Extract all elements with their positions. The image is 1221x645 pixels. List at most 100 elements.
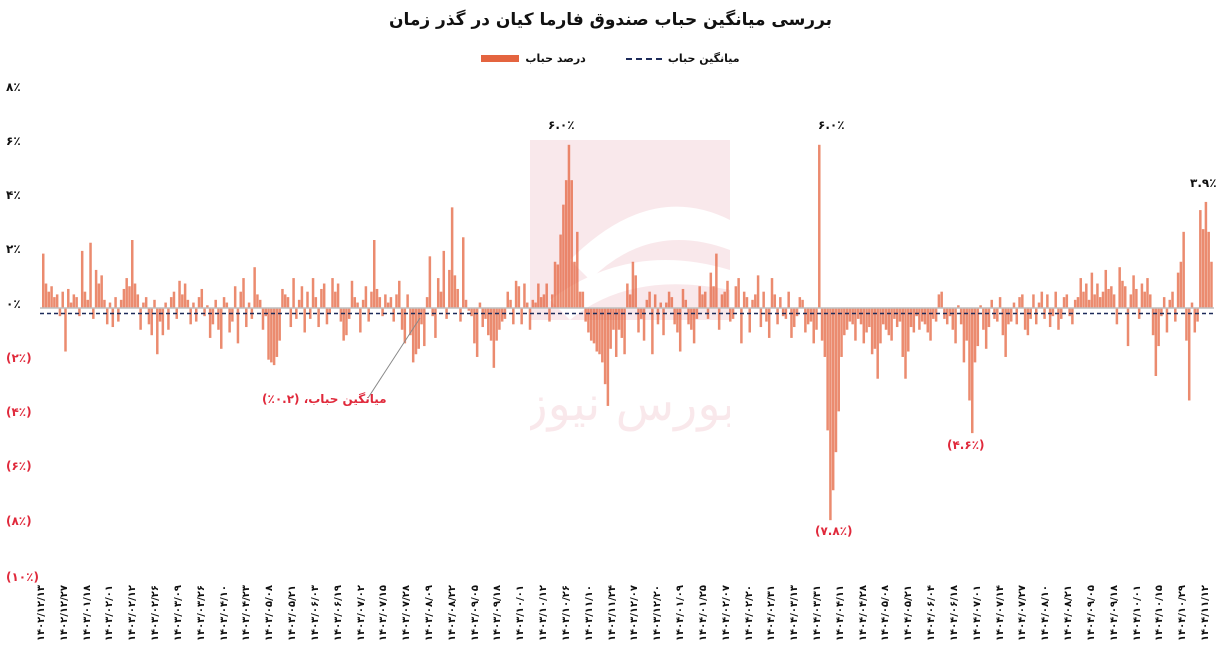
bar <box>144 297 148 308</box>
x-tick-label: ۱۴۰۳/۰۱/۱۸ <box>81 585 93 642</box>
bar <box>459 308 462 322</box>
bar <box>481 308 484 328</box>
bar <box>790 308 793 338</box>
bar <box>375 288 379 308</box>
bar <box>55 294 59 308</box>
bar <box>1129 294 1133 308</box>
bar <box>592 308 596 344</box>
bar <box>929 308 932 341</box>
bar <box>781 308 785 317</box>
bar <box>640 308 643 319</box>
bar <box>69 302 73 308</box>
bar <box>898 308 902 322</box>
bar <box>770 278 774 308</box>
bar <box>1046 294 1049 308</box>
bar <box>53 297 56 308</box>
bar <box>812 308 815 344</box>
bar <box>367 308 370 322</box>
bar <box>915 308 918 317</box>
bar <box>581 291 585 308</box>
bar <box>793 308 796 328</box>
bar <box>203 308 206 317</box>
bar <box>267 308 270 360</box>
bar <box>475 308 479 357</box>
bar <box>47 291 51 308</box>
bar <box>901 308 904 357</box>
bar <box>595 308 599 352</box>
bar <box>659 302 662 308</box>
bar <box>364 286 368 308</box>
bar <box>356 302 359 308</box>
bar <box>322 283 326 308</box>
bar <box>261 308 265 330</box>
x-tick-label: ۱۴۰۳/۱۰/۲۶ <box>560 585 572 642</box>
bar <box>350 280 354 308</box>
bar <box>361 299 365 308</box>
bar <box>787 291 790 308</box>
bar <box>300 286 304 308</box>
bar <box>456 288 459 308</box>
bar <box>1146 278 1149 308</box>
bar <box>845 308 849 330</box>
bar <box>823 308 827 357</box>
bar <box>740 308 743 344</box>
bar <box>406 294 409 308</box>
x-tick-label: ۱۴۰۳/۱۰/۱۲ <box>538 585 550 642</box>
bar <box>378 297 382 308</box>
bar <box>637 308 640 333</box>
bar <box>1015 308 1019 325</box>
bar <box>1026 308 1030 336</box>
bar <box>381 308 384 317</box>
bar <box>1171 291 1174 308</box>
bar <box>1162 297 1166 308</box>
bar <box>589 308 593 341</box>
bar <box>403 308 407 344</box>
bar <box>411 308 415 363</box>
bar <box>609 308 612 349</box>
y-tick: ۲٪ <box>6 242 21 256</box>
bar <box>1087 299 1091 308</box>
bar <box>470 308 473 317</box>
bar <box>1121 280 1124 308</box>
bar <box>954 308 957 344</box>
bar <box>662 308 665 336</box>
bar <box>1199 210 1202 308</box>
annotation-mean-callout: میانگین حباب، (۰.۲٪) <box>262 392 387 406</box>
bar <box>523 283 526 308</box>
bar <box>698 286 701 308</box>
bar <box>80 250 84 308</box>
bar <box>245 308 248 328</box>
bar <box>528 308 532 330</box>
bar <box>601 308 604 363</box>
bar <box>996 308 999 322</box>
x-tick-label: ۱۴۰۴/۰۵/۲۱ <box>903 585 915 642</box>
bar <box>1023 308 1027 330</box>
x-tick-label: ۱۴۰۴/۰۵/۰۸ <box>880 585 892 642</box>
bar <box>548 308 551 322</box>
bar <box>1082 291 1085 308</box>
annotation-trough-1: (۷.۸٪) <box>815 524 853 538</box>
bar <box>1204 201 1208 308</box>
bar <box>272 308 276 366</box>
bar <box>612 308 615 330</box>
bar <box>242 278 245 308</box>
bar <box>1104 269 1108 308</box>
bar <box>818 144 821 308</box>
bar <box>570 180 573 308</box>
bar <box>562 204 565 308</box>
bar <box>1051 308 1055 317</box>
bar <box>1149 294 1152 308</box>
bar <box>965 308 968 341</box>
bar <box>909 308 913 328</box>
bar <box>545 283 548 308</box>
x-tick-label: ۱۴۰۳/۰۵/۰۸ <box>264 585 276 642</box>
bar <box>990 299 993 308</box>
bar <box>183 283 187 308</box>
bar <box>934 308 938 322</box>
bar <box>231 308 234 322</box>
bar <box>773 294 777 308</box>
bar <box>982 308 985 330</box>
bar <box>976 308 980 347</box>
bar <box>131 240 134 308</box>
bar <box>1068 308 1071 317</box>
